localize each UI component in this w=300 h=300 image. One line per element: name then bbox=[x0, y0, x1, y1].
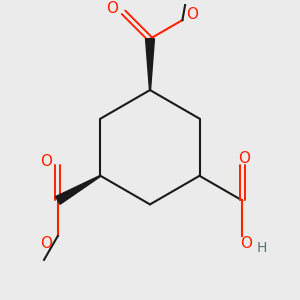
Text: O: O bbox=[240, 236, 252, 251]
Polygon shape bbox=[56, 176, 101, 204]
Text: O: O bbox=[40, 154, 52, 169]
Text: O: O bbox=[186, 7, 198, 22]
Text: H: H bbox=[257, 241, 267, 255]
Text: O: O bbox=[40, 236, 52, 251]
Polygon shape bbox=[146, 39, 154, 90]
Text: O: O bbox=[238, 151, 250, 166]
Text: O: O bbox=[106, 1, 118, 16]
